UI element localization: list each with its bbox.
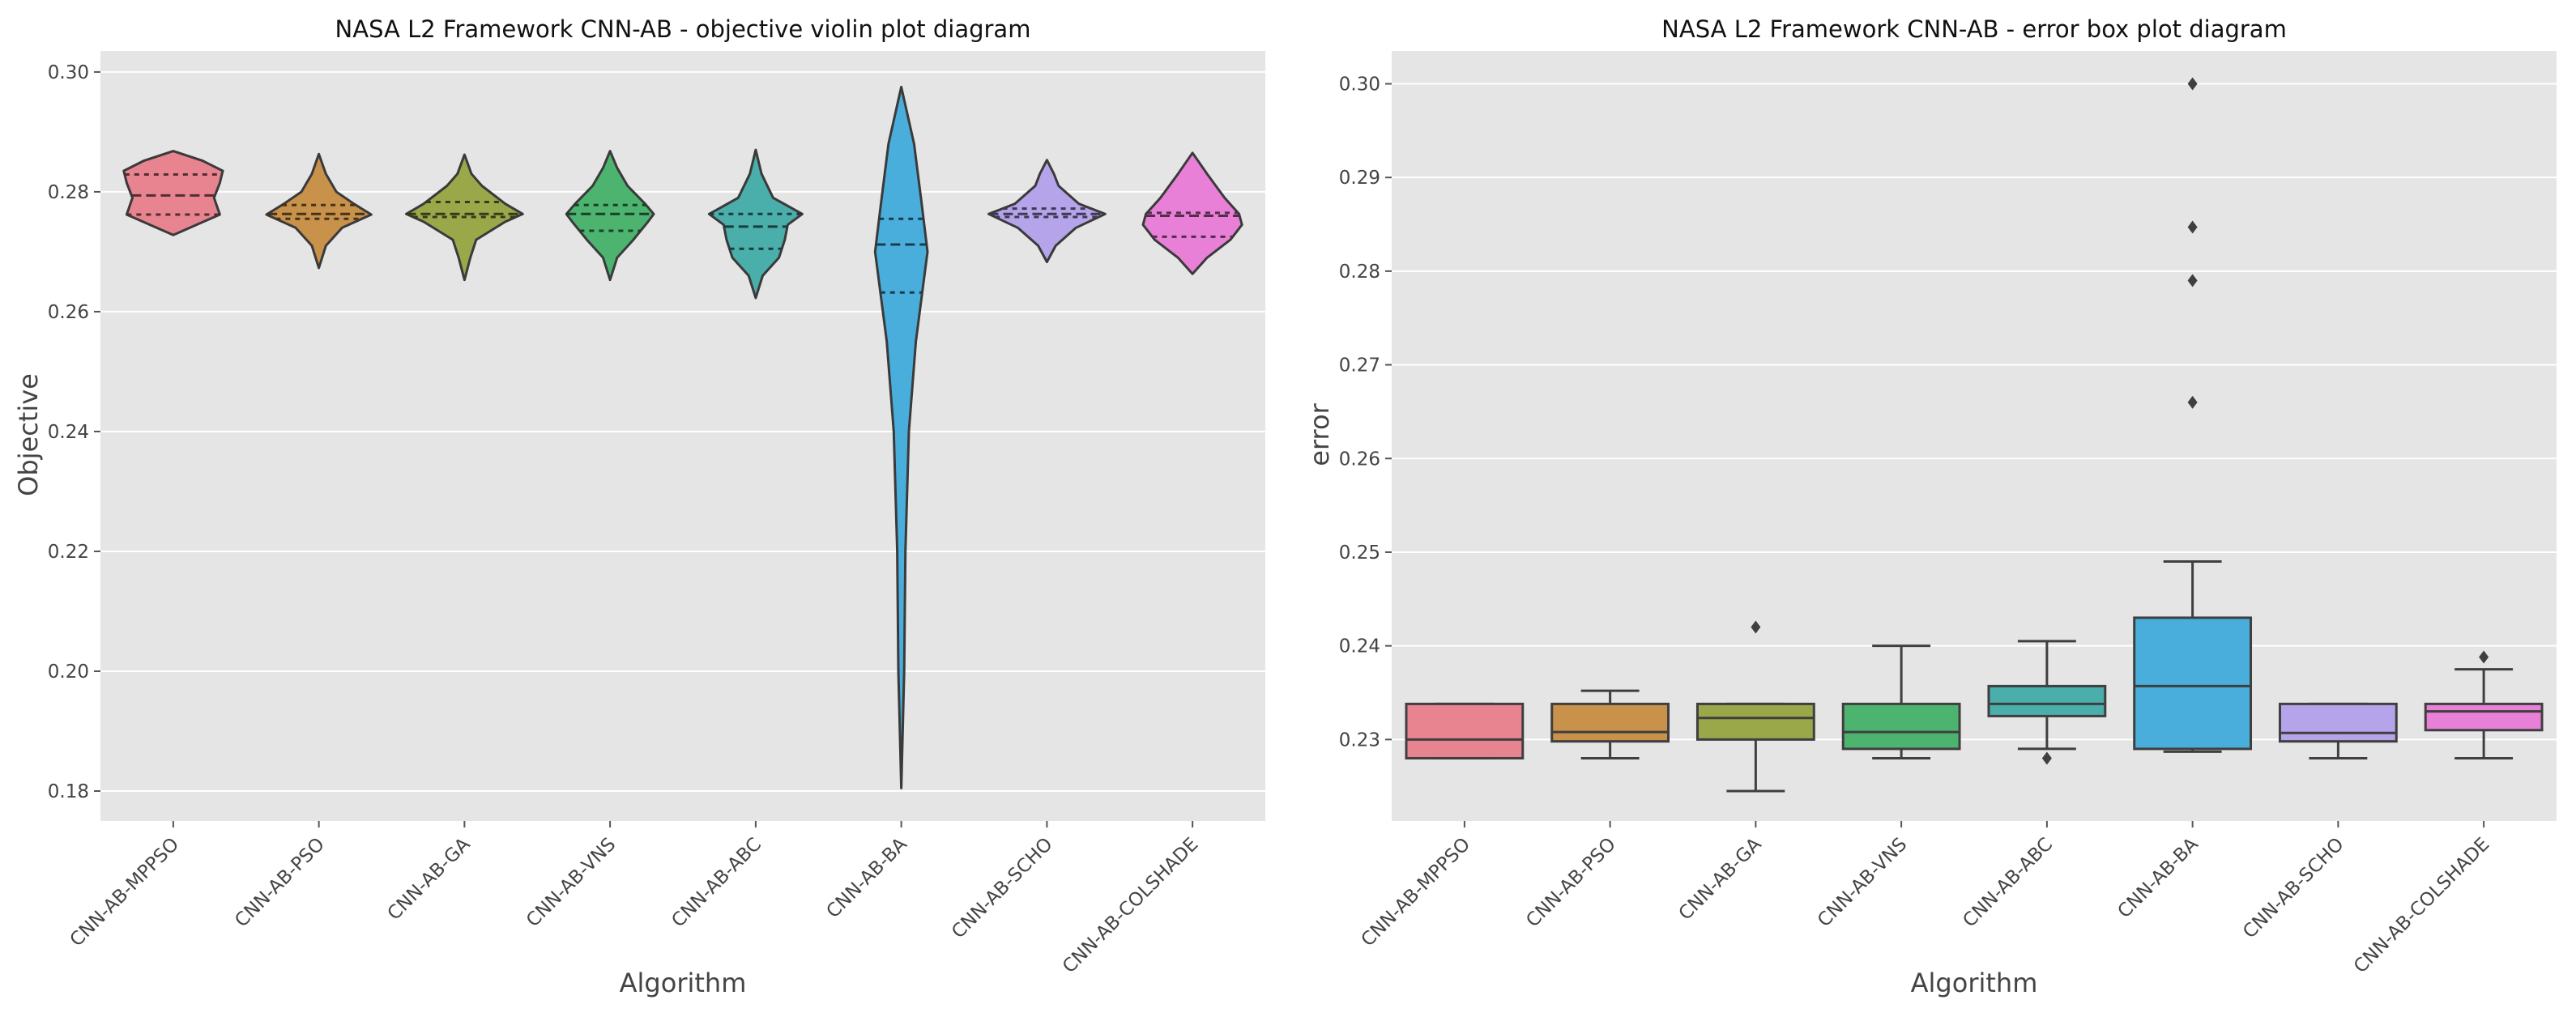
box-marks bbox=[1405, 77, 2544, 793]
violin-x-axis-label: Algorithm bbox=[620, 968, 747, 998]
violin-plot-area bbox=[100, 51, 1265, 821]
box-outlier-point bbox=[2479, 650, 2489, 664]
x-tick-label: CNN-AB-PSO bbox=[231, 834, 329, 932]
y-tick-label: 0.30 bbox=[48, 62, 89, 83]
x-tick-label: CNN-AB-VNS bbox=[522, 834, 620, 931]
y-tick-label: 0.26 bbox=[1339, 449, 1380, 470]
box-iqr bbox=[1987, 684, 2107, 717]
box-outlier-point bbox=[1751, 620, 1761, 634]
box-chart-title: NASA L2 Framework CNN-AB - error box plo… bbox=[1661, 15, 2287, 43]
box-iqr bbox=[2278, 702, 2398, 743]
box-outlier-point bbox=[2041, 751, 2052, 765]
x-tick-label: CNN-AB-MPPSO bbox=[66, 834, 184, 951]
box-iqr bbox=[1405, 702, 1525, 759]
box-chart-panel: 0.23 0.24 0.25 0.26 0.27 0.28 0.29 0.30 CNN-AB-M… bbox=[1304, 15, 2557, 998]
x-tick-label: CNN-AB-BA bbox=[2113, 834, 2203, 923]
violin-body bbox=[707, 148, 804, 300]
y-tick-label: 0.22 bbox=[48, 542, 89, 563]
box-iqr bbox=[1695, 702, 1815, 741]
y-tick-label: 0.24 bbox=[48, 422, 89, 443]
violin-body bbox=[873, 85, 929, 789]
box-outlier-point bbox=[2187, 220, 2198, 234]
box-iqr bbox=[1841, 702, 1961, 751]
box-outlier-point bbox=[2187, 77, 2198, 91]
box-y-axis-label: error bbox=[1304, 402, 1335, 466]
box-iqr bbox=[2424, 702, 2544, 732]
box-outlier-point bbox=[2187, 274, 2198, 287]
x-tick-label: CNN-AB-ABC bbox=[667, 834, 766, 932]
violin-body bbox=[1141, 151, 1243, 275]
x-tick-label: CNN-AB-COLSHADE bbox=[1059, 834, 1202, 977]
y-tick-label: 0.20 bbox=[48, 662, 89, 683]
violin-body bbox=[265, 152, 373, 270]
violin-chart-title: NASA L2 Framework CNN-AB - objective vio… bbox=[335, 15, 1031, 43]
box-outlier-point bbox=[2187, 395, 2198, 409]
x-tick-label: CNN-AB-GA bbox=[1675, 834, 1766, 925]
y-tick-label: 0.24 bbox=[1339, 636, 1380, 657]
y-tick-label: 0.28 bbox=[1339, 262, 1380, 283]
y-tick-label: 0.25 bbox=[1339, 542, 1380, 564]
x-tick-label: CNN-AB-SCHO bbox=[948, 834, 1056, 942]
y-tick-label: 0.30 bbox=[1339, 74, 1380, 95]
y-tick-label: 0.28 bbox=[48, 182, 89, 203]
x-tick-label: CNN-AB-COLSHADE bbox=[2350, 834, 2493, 977]
violin-body bbox=[565, 150, 655, 282]
x-tick-label: CNN-AB-PSO bbox=[1522, 834, 1620, 932]
violin-y-axis-label: Objective bbox=[13, 373, 44, 496]
x-tick-label: CNN-AB-VNS bbox=[1814, 834, 1911, 931]
y-tick-label: 0.26 bbox=[48, 302, 89, 323]
x-tick-label: CNN-AB-MPPSO bbox=[1358, 834, 1475, 951]
x-tick-label: CNN-AB-ABC bbox=[1959, 834, 2057, 932]
y-tick-label: 0.18 bbox=[48, 781, 89, 802]
x-tick-label: CNN-AB-BA bbox=[822, 834, 911, 923]
y-tick-label: 0.29 bbox=[1339, 168, 1380, 189]
violin-chart-panel: 0.18 0.20 0.22 0.24 0.26 0.28 0.30 CNN-AB-MPPSO… bbox=[13, 15, 1265, 998]
violin-body bbox=[987, 159, 1107, 263]
x-tick-label: CNN-AB-GA bbox=[384, 834, 475, 925]
box-x-axis-label: Algorithm bbox=[1911, 968, 2038, 998]
violin-marks bbox=[122, 85, 1243, 789]
violin-gridlines bbox=[100, 70, 1265, 792]
x-tick-label: CNN-AB-SCHO bbox=[2239, 834, 2348, 942]
y-tick-label: 0.27 bbox=[1339, 355, 1380, 376]
box-iqr bbox=[2133, 616, 2253, 751]
box-plot-area bbox=[1392, 51, 2557, 821]
box-iqr bbox=[1550, 702, 1670, 743]
y-tick-label: 0.23 bbox=[1339, 730, 1380, 751]
